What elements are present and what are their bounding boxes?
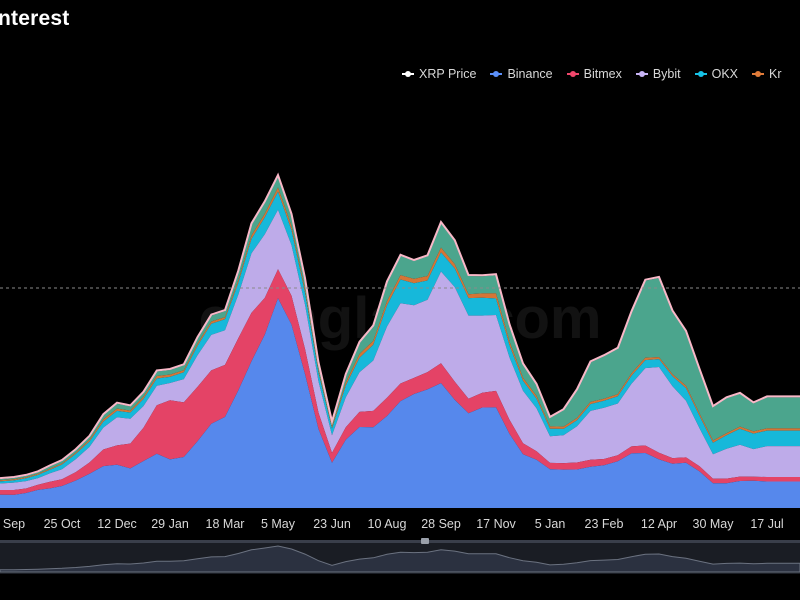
legend-label: OKX (711, 67, 739, 81)
x-tick-label: 30 May (693, 517, 735, 531)
legend-item-bitmex[interactable]: Bitmex (566, 67, 622, 81)
legend: XRP Price Binance Bitmex Bybit OKX Kr (402, 67, 800, 81)
navigator-handle-icon[interactable] (421, 538, 429, 544)
x-axis: Sep 25 Oct 12 Dec 29 Jan 18 Mar 5 May 23 Jun 10… (3, 517, 784, 531)
area-binance (0, 298, 800, 508)
legend-label: Bitmex (583, 67, 622, 81)
legend-swatch-icon (694, 69, 707, 79)
legend-label: XRP Price (419, 67, 477, 81)
navigator-series (0, 545, 800, 573)
x-tick-label: 23 Feb (585, 517, 624, 531)
x-tick-label: 10 Aug (368, 517, 407, 531)
x-tick-label: 5 May (261, 517, 296, 531)
chart-title: nterest (0, 7, 70, 30)
x-tick-label: 25 Oct (44, 517, 81, 531)
area-bitmex (0, 269, 800, 495)
x-tick-label: 12 Dec (97, 517, 137, 531)
legend-item-bybit[interactable]: Bybit (635, 67, 681, 81)
x-tick-label: 18 Mar (206, 517, 245, 531)
legend-label: Bybit (652, 67, 681, 81)
x-tick-label: 5 Jan (535, 517, 566, 531)
legend-label: Binance (507, 67, 553, 81)
x-tick-label: 17 Jul (750, 517, 783, 531)
x-tick-label: 28 Sep (421, 517, 461, 531)
x-tick-label: 17 Nov (476, 517, 516, 531)
legend-item-okx[interactable]: OKX (694, 67, 739, 81)
area-bybit (0, 209, 800, 490)
legend-item-binance[interactable]: Binance (490, 67, 553, 81)
legend-swatch-icon (402, 69, 414, 79)
legend-item-xrp-price[interactable]: XRP Price (402, 67, 476, 81)
top-edge-line (0, 172, 800, 480)
x-tick-label: 29 Jan (151, 517, 189, 531)
area-series-group (0, 172, 800, 508)
x-tick-label: 23 Jun (313, 517, 351, 531)
x-tick-label: 12 Apr (641, 517, 677, 531)
legend-item-kraken[interactable]: Kr (752, 67, 782, 81)
x-tick-label: Sep (3, 517, 25, 531)
navigator-top-bar (0, 540, 800, 543)
legend-swatch-icon (490, 69, 503, 79)
legend-swatch-icon (635, 69, 648, 79)
area-others (0, 176, 800, 481)
legend-swatch-icon (566, 69, 579, 79)
area-okx (0, 191, 800, 484)
legend-swatch-icon (752, 69, 765, 79)
legend-label: Kr (769, 67, 782, 81)
